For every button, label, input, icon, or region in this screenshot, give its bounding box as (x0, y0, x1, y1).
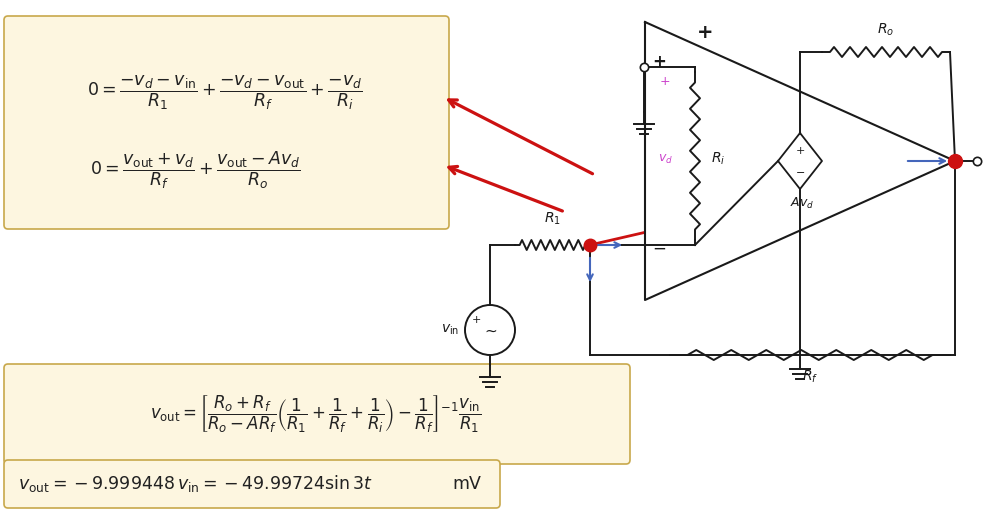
Text: $Av_d$: $Av_d$ (790, 195, 814, 211)
Text: $R_f$: $R_f$ (802, 369, 818, 385)
Text: $v_{\mathrm{out}}$: $v_{\mathrm{out}}$ (985, 152, 986, 166)
Text: $R_o$: $R_o$ (878, 21, 894, 38)
FancyBboxPatch shape (4, 364, 630, 464)
Text: $0 = \dfrac{v_{\mathrm{out}} + v_d}{R_f} + \dfrac{v_{\mathrm{out}} - Av_d}{R_o}$: $0 = \dfrac{v_{\mathrm{out}} + v_d}{R_f}… (90, 149, 301, 191)
Text: $v_d$: $v_d$ (658, 152, 673, 166)
Text: $R_1$: $R_1$ (544, 211, 561, 227)
Text: +: + (796, 146, 805, 156)
Text: +: + (697, 22, 713, 41)
Text: $-$: $-$ (652, 239, 667, 257)
Text: +: + (471, 315, 481, 325)
Text: $0 = \dfrac{-v_d - v_{\mathrm{in}}}{R_1} + \dfrac{-v_d - v_{\mathrm{out}}}{R_f} : $0 = \dfrac{-v_d - v_{\mathrm{in}}}{R_1}… (87, 74, 363, 112)
Text: +: + (652, 53, 666, 71)
Text: $-$: $-$ (795, 166, 805, 176)
Text: $v_{\mathrm{out}} = \left[\dfrac{R_o + R_f}{R_o - AR_f}\left(\dfrac{1}{R_1} + \d: $v_{\mathrm{out}} = \left[\dfrac{R_o + R… (151, 393, 481, 434)
Text: $\sim$: $\sim$ (482, 322, 498, 337)
Circle shape (465, 305, 515, 355)
Text: +: + (660, 75, 670, 88)
FancyBboxPatch shape (4, 16, 449, 229)
Text: $\mathrm{mV}$: $\mathrm{mV}$ (452, 475, 483, 493)
Text: $v_{\mathrm{in}}$: $v_{\mathrm{in}}$ (441, 323, 459, 337)
Text: $R_i$: $R_i$ (711, 151, 726, 167)
Polygon shape (645, 22, 955, 300)
FancyBboxPatch shape (4, 460, 500, 508)
Text: $v_{\mathrm{out}} = -9.999448\,v_{\mathrm{in}} = -49.99724\sin 3t$: $v_{\mathrm{out}} = -9.999448\,v_{\mathr… (18, 474, 373, 495)
